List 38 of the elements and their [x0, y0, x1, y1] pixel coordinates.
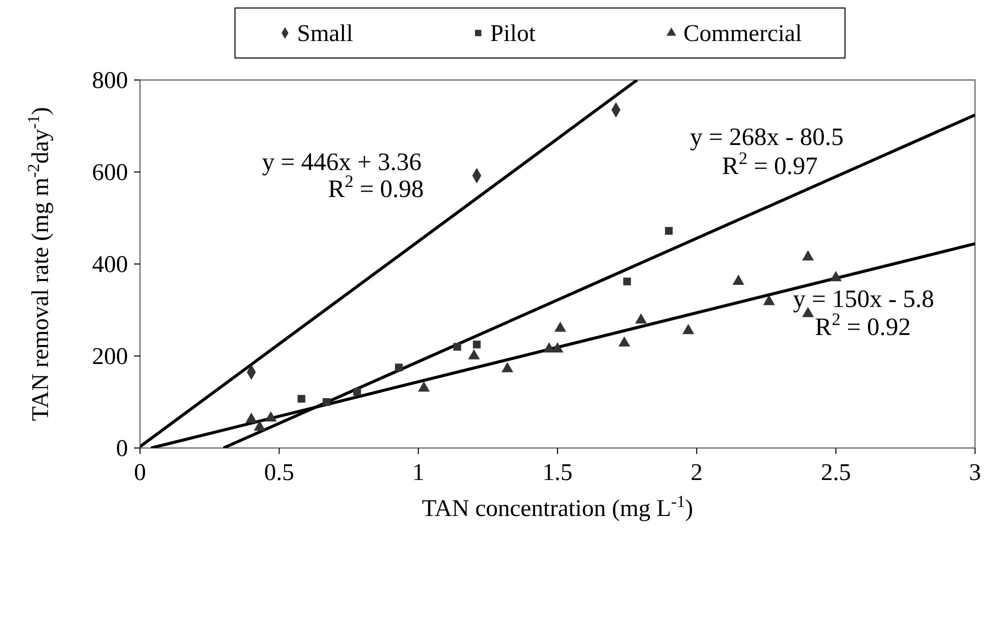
- point: [254, 420, 266, 431]
- point: [635, 313, 647, 324]
- x-tick-label: 2: [690, 460, 703, 486]
- y-tick-label: 200: [92, 344, 128, 370]
- x-tick-label: 0: [134, 460, 146, 486]
- point: [264, 411, 277, 422]
- point: [802, 250, 814, 260]
- x-axis-title: TAN concentration (mg L$^{-1}$): [422, 492, 694, 522]
- annotation: R$^{2}$ = 0.97: [722, 148, 818, 180]
- x-tick-label: 0.5: [264, 460, 294, 486]
- point: [682, 324, 694, 334]
- point: [554, 322, 566, 332]
- point: [245, 412, 258, 423]
- point: [664, 227, 673, 235]
- point: [502, 362, 514, 372]
- point: [468, 349, 480, 360]
- point: [732, 274, 744, 285]
- point: [418, 381, 430, 392]
- x-tick-label: 2.5: [820, 460, 851, 486]
- point: [472, 340, 481, 348]
- point: [453, 342, 462, 351]
- y-tick-label: 600: [92, 160, 128, 186]
- point: [618, 336, 630, 347]
- y-tick-label: 800: [92, 68, 128, 94]
- annotation: y = 268x - 80.5: [690, 124, 844, 151]
- legend-label: Small: [297, 21, 354, 47]
- point: [763, 294, 775, 306]
- legend-label: Pilot: [490, 21, 536, 47]
- point: [298, 394, 306, 403]
- legend-label: Commercial: [683, 21, 802, 47]
- x-tick-label: 1: [412, 460, 424, 486]
- point: [830, 271, 842, 282]
- y-tick-label: 400: [92, 252, 128, 278]
- x-tick-label: 3: [969, 460, 981, 486]
- y-tick-label: 0: [116, 436, 128, 462]
- point: [394, 364, 403, 372]
- point: [623, 278, 631, 286]
- x-tick-label: 1.5: [542, 460, 572, 486]
